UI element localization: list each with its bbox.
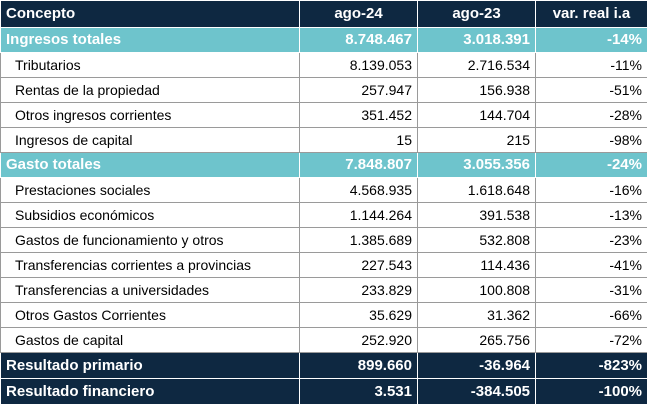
row-value-ago-24: 351.452 xyxy=(299,102,418,128)
row-variation: -66% xyxy=(535,302,647,328)
section-variation: -24% xyxy=(535,152,647,178)
result-value-ago-23: -384.505 xyxy=(417,378,536,405)
section-label: Gasto totales xyxy=(0,152,300,178)
row-value-ago-23: 114.436 xyxy=(417,252,536,278)
result-value-ago-24: 3.531 xyxy=(299,378,418,405)
row-value-ago-24: 1.144.264 xyxy=(299,202,418,228)
row-label: Subsidios económicos xyxy=(0,202,300,228)
row-variation: -23% xyxy=(535,227,647,253)
row-variation: -51% xyxy=(535,77,647,103)
result-row-primario: Resultado primario 899.660 -36.964 -823% xyxy=(0,352,647,379)
result-variation: -823% xyxy=(535,352,647,379)
row-value-ago-23: 144.704 xyxy=(417,102,536,128)
table-row: Prestaciones sociales 4.568.935 1.618.64… xyxy=(0,177,647,203)
row-variation: -31% xyxy=(535,277,647,303)
row-variation: -28% xyxy=(535,102,647,128)
section-row-gasto: Gasto totales 7.848.807 3.055.356 -24% xyxy=(0,152,647,178)
table-row: Otros Gastos Corrientes 35.629 31.362 -6… xyxy=(0,302,647,328)
fiscal-results-table: Concepto ago-24 ago-23 var. real i.a Ing… xyxy=(0,0,647,405)
header-concept: Concepto xyxy=(0,0,300,28)
table-row: Gastos de capital 252.920 265.756 -72% xyxy=(0,327,647,353)
row-value-ago-24: 257.947 xyxy=(299,77,418,103)
row-variation: -11% xyxy=(535,52,647,78)
section-value-ago-24: 7.848.807 xyxy=(299,152,418,178)
row-value-ago-23: 1.618.648 xyxy=(417,177,536,203)
section-value-ago-23: 3.018.391 xyxy=(417,27,536,53)
row-label: Tributarios xyxy=(0,52,300,78)
result-label: Resultado primario xyxy=(0,352,300,379)
row-variation: -41% xyxy=(535,252,647,278)
row-label: Otros ingresos corrientes xyxy=(0,102,300,128)
row-label: Otros Gastos Corrientes xyxy=(0,302,300,328)
row-label: Prestaciones sociales xyxy=(0,177,300,203)
row-value-ago-24: 8.139.053 xyxy=(299,52,418,78)
table-row: Rentas de la propiedad 257.947 156.938 -… xyxy=(0,77,647,103)
row-variation: -98% xyxy=(535,127,647,153)
row-value-ago-24: 233.829 xyxy=(299,277,418,303)
result-variation: -100% xyxy=(535,378,647,405)
header-ago-23: ago-23 xyxy=(417,0,536,28)
row-value-ago-24: 4.568.935 xyxy=(299,177,418,203)
section-label: Ingresos totales xyxy=(0,27,300,53)
row-value-ago-24: 1.385.689 xyxy=(299,227,418,253)
header-ago-24: ago-24 xyxy=(299,0,418,28)
section-value-ago-24: 8.748.467 xyxy=(299,27,418,53)
row-value-ago-23: 31.362 xyxy=(417,302,536,328)
table-row: Ingresos de capital 15 215 -98% xyxy=(0,127,647,153)
section-variation: -14% xyxy=(535,27,647,53)
result-row-financiero: Resultado financiero 3.531 -384.505 -100… xyxy=(0,378,647,405)
row-value-ago-24: 15 xyxy=(299,127,418,153)
header-variation: var. real i.a xyxy=(535,0,647,28)
row-variation: -13% xyxy=(535,202,647,228)
result-value-ago-23: -36.964 xyxy=(417,352,536,379)
table-row: Otros ingresos corrientes 351.452 144.70… xyxy=(0,102,647,128)
row-value-ago-23: 391.538 xyxy=(417,202,536,228)
result-label: Resultado financiero xyxy=(0,378,300,405)
section-row-ingresos: Ingresos totales 8.748.467 3.018.391 -14… xyxy=(0,27,647,53)
table-row: Transferencias a universidades 233.829 1… xyxy=(0,277,647,303)
row-variation: -72% xyxy=(535,327,647,353)
row-label: Transferencias corrientes a provincias xyxy=(0,252,300,278)
row-label: Gastos de funcionamiento y otros xyxy=(0,227,300,253)
row-value-ago-23: 265.756 xyxy=(417,327,536,353)
row-value-ago-24: 227.543 xyxy=(299,252,418,278)
table-row: Transferencias corrientes a provincias 2… xyxy=(0,252,647,278)
row-value-ago-23: 100.808 xyxy=(417,277,536,303)
row-value-ago-24: 35.629 xyxy=(299,302,418,328)
row-label: Gastos de capital xyxy=(0,327,300,353)
section-value-ago-23: 3.055.356 xyxy=(417,152,536,178)
table-row: Tributarios 8.139.053 2.716.534 -11% xyxy=(0,52,647,78)
row-label: Rentas de la propiedad xyxy=(0,77,300,103)
result-value-ago-24: 899.660 xyxy=(299,352,418,379)
row-variation: -16% xyxy=(535,177,647,203)
row-value-ago-23: 215 xyxy=(417,127,536,153)
row-value-ago-23: 156.938 xyxy=(417,77,536,103)
row-label: Ingresos de capital xyxy=(0,127,300,153)
row-label: Transferencias a universidades xyxy=(0,277,300,303)
table-row: Gastos de funcionamiento y otros 1.385.6… xyxy=(0,227,647,253)
table-row: Subsidios económicos 1.144.264 391.538 -… xyxy=(0,202,647,228)
row-value-ago-23: 2.716.534 xyxy=(417,52,536,78)
table-header-row: Concepto ago-24 ago-23 var. real i.a xyxy=(0,0,647,28)
row-value-ago-23: 532.808 xyxy=(417,227,536,253)
row-value-ago-24: 252.920 xyxy=(299,327,418,353)
